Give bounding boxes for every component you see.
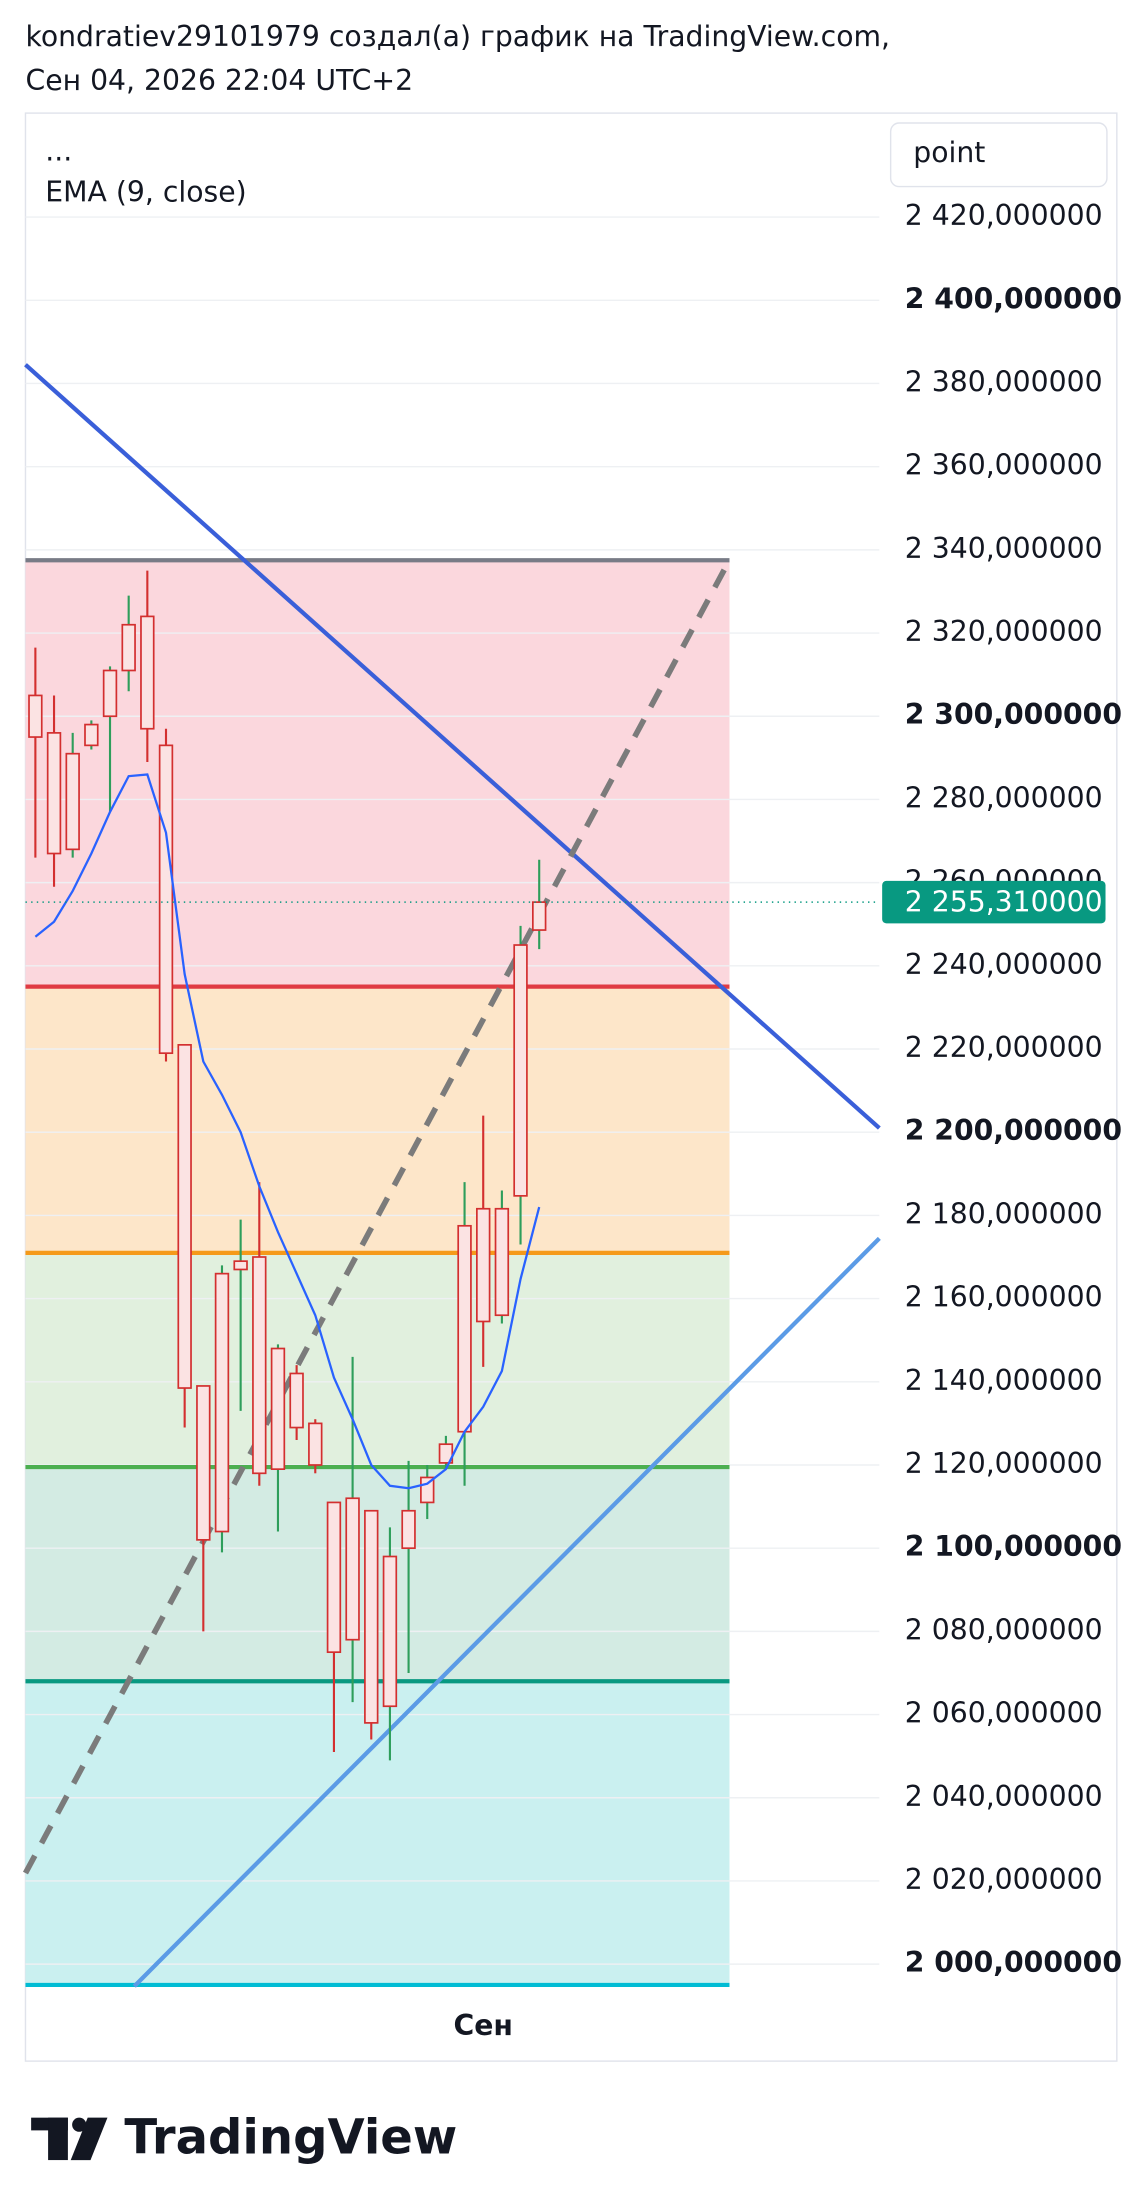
candle-body: [233, 1260, 248, 1271]
y-tick-label: 2 200,000000: [905, 1114, 1122, 1147]
y-tick-label: 2 320,000000: [905, 615, 1103, 648]
candle-body: [438, 1443, 454, 1464]
candle-body: [308, 1422, 323, 1466]
candle-body: [513, 944, 528, 1197]
candle-body: [289, 1372, 304, 1429]
ema-line: [34, 773, 541, 1490]
y-tick-label: 2 080,000000: [905, 1613, 1103, 1646]
y-tick-label: 2 280,000000: [905, 781, 1103, 814]
ema: [34, 773, 541, 1490]
last-price-box: [882, 880, 1106, 924]
y-tick-label: 2 000,000000: [905, 1946, 1122, 1979]
y-tick-label: 2 340,000000: [905, 532, 1103, 565]
candle-body: [28, 694, 43, 738]
candle-body: [457, 1224, 472, 1433]
levels: [25, 558, 730, 1988]
level-zone: [25, 1252, 730, 1468]
candle-body: [326, 1501, 342, 1654]
candle-body: [140, 615, 155, 730]
y-tick-label: 2 380,000000: [905, 365, 1103, 398]
x-tick-label: Сен: [453, 2009, 512, 2042]
trend-lines: [22, 363, 881, 1988]
candle-body: [214, 1272, 230, 1533]
candle-body: [382, 1555, 398, 1708]
y-tick-label: 2 040,000000: [905, 1780, 1103, 1813]
unit-label[interactable]: point: [913, 136, 985, 169]
last-price-label: 2 255,310000: [905, 886, 1103, 919]
x-axis: Сен: [453, 2009, 512, 2042]
y-tick-label: 2 420,000000: [905, 199, 1103, 232]
candle-body: [102, 669, 118, 718]
level-zone: [25, 986, 730, 1253]
trend-line: [132, 1236, 881, 1988]
candle-body: [158, 744, 174, 1055]
y-tick-label: 2 120,000000: [905, 1447, 1103, 1480]
logo-shape: [48, 2117, 68, 2161]
legend-entry: EMA (9, close): [45, 176, 246, 209]
y-tick-label: 2 060,000000: [905, 1697, 1103, 1730]
header-line: Сен 04, 2026 22:04 UTC+2: [25, 64, 413, 97]
candle-body: [345, 1497, 360, 1641]
candle-body: [46, 732, 62, 855]
candle-body: [252, 1256, 267, 1475]
candle-body: [476, 1207, 491, 1323]
y-tick-label: 2 240,000000: [905, 948, 1103, 981]
candle-body: [494, 1207, 510, 1317]
y-tick-label: 2 360,000000: [905, 449, 1103, 482]
brand-name: TradingView: [124, 2109, 457, 2165]
y-tick-label: 2 140,000000: [905, 1364, 1103, 1397]
candle-body: [196, 1385, 211, 1541]
logo-shape: [70, 2117, 108, 2161]
last-price: 2 255,310000: [25, 880, 1106, 924]
candle-body: [84, 723, 99, 747]
level-zone: [25, 1681, 730, 1985]
logo-shape: [72, 2117, 87, 2132]
brand-logo: TradingView: [31, 2109, 457, 2165]
header-line: kondratiev29101979 создал(а) график на T…: [25, 20, 890, 53]
y-tick-label: 2 100,000000: [905, 1530, 1122, 1563]
y-tick-label: 2 020,000000: [905, 1863, 1103, 1896]
candle-body: [531, 901, 547, 931]
candles: [28, 570, 547, 1761]
y-tick-label: 2 300,000000: [905, 698, 1122, 731]
candle-body: [177, 1044, 192, 1389]
unit-box[interactable]: [889, 122, 1108, 188]
candle-body: [270, 1347, 286, 1470]
y-tick-label: 2 180,000000: [905, 1197, 1103, 1230]
candle-body: [364, 1509, 379, 1724]
y-tick-label: 2 400,000000: [905, 282, 1122, 315]
legend-header: ...: [45, 135, 72, 168]
candle-body: [401, 1509, 416, 1550]
trend-line: [24, 363, 881, 1130]
y-tick-label: 2 160,000000: [905, 1281, 1103, 1314]
zones: [25, 560, 730, 1985]
candle-body: [121, 623, 136, 672]
y-tick-label: 2 220,000000: [905, 1031, 1103, 1064]
candle-body: [65, 752, 80, 851]
trend-line: [22, 561, 731, 1875]
